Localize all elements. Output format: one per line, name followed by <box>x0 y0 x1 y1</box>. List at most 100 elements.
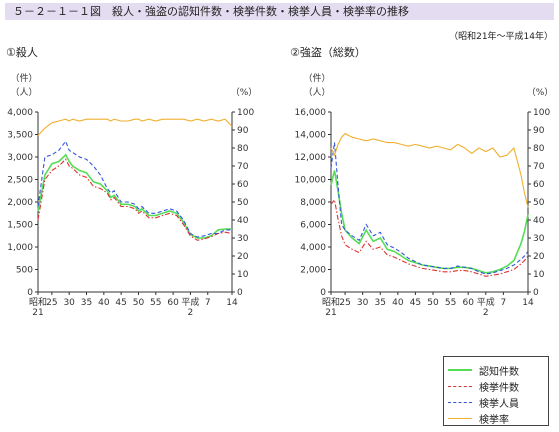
robbery-xtick-label: 7 <box>501 298 507 308</box>
robbery-ytick-right-label: 70 <box>533 162 545 172</box>
period-note: （昭和21年～平成14年） <box>449 32 553 42</box>
robbery-xtick-label: 平成 <box>477 296 495 308</box>
legend-swatch-rate <box>448 417 472 419</box>
robbery-series-rate <box>330 132 529 208</box>
murder-xtick-label: 14 <box>226 298 238 308</box>
murder-unit-left-1: （件） <box>10 72 37 84</box>
robbery-ytick-left-label: 16,000 <box>295 108 327 118</box>
murder-ytick-right-label: 20 <box>237 252 249 262</box>
murder-ytick-left-label: 3,500 <box>7 131 33 141</box>
robbery-ytick-right-label: 30 <box>533 234 545 244</box>
robbery-ytick-left-label: 10,000 <box>295 176 327 186</box>
murder-ytick-right-label: 0 <box>237 288 243 298</box>
murder-xtick-label: 平成 <box>181 296 199 308</box>
robbery-ytick-right-label: 0 <box>533 288 539 298</box>
murder-ytick-right-label: 40 <box>237 216 249 226</box>
robbery-xtick-label: 25 <box>339 298 350 308</box>
murder-xtick-label: 45 <box>115 298 126 308</box>
legend-swatch-recognized <box>448 369 472 371</box>
murder-xtick-label: 40 <box>98 298 110 308</box>
murder-xtick-sublabel: 2 <box>188 308 194 318</box>
chart-title-murder: ①殺人 <box>6 46 38 59</box>
murder-ytick-left-label: 1,500 <box>7 221 33 231</box>
murder-ytick-left-label: 500 <box>16 266 33 276</box>
murder-ytick-left-label: 3,000 <box>7 153 33 163</box>
murder-ytick-right-label: 80 <box>237 144 249 154</box>
murder-xtick-sublabel: 21 <box>32 308 43 318</box>
figure-title: ５－２－１－１図 殺人・強盗の認知件数・検挙件数・検挙人員・検挙率の推移 <box>5 3 554 20</box>
murder-ytick-right-label: 30 <box>237 234 249 244</box>
murder-series-cleared-cases <box>37 158 233 241</box>
robbery-series-arrested <box>330 142 529 275</box>
legend-item-recognized: 認知件数 <box>448 362 548 378</box>
robbery-unit-left-2: （人） <box>303 87 330 98</box>
robbery-ytick-right-label: 60 <box>533 180 545 190</box>
robbery-ytick-right-label: 80 <box>533 144 545 154</box>
robbery-xtick-label: 45 <box>410 298 421 308</box>
robbery-xtick-label: 55 <box>445 298 456 308</box>
legend-label-cleared-cases: 検挙件数 <box>479 382 519 394</box>
legend-label-recognized: 認知件数 <box>479 366 519 378</box>
robbery-xtick-label: 60 <box>462 298 474 308</box>
murder-ytick-right-label: 10 <box>237 270 249 280</box>
legend-item-rate: 検挙率 <box>448 410 548 426</box>
murder-unit-right: （%） <box>231 87 258 98</box>
murder-series-recognized <box>37 153 232 239</box>
robbery-ytick-right-label: 40 <box>533 216 545 226</box>
robbery-series-cleared-cases <box>330 198 529 277</box>
murder-xtick-label: 35 <box>81 298 92 308</box>
robbery-ytick-left-label: 12,000 <box>295 153 327 163</box>
legend-swatch-arrested <box>448 401 472 403</box>
legend-item-arrested: 検挙人員 <box>448 394 548 410</box>
murder-unit-left-2: （人） <box>10 87 37 98</box>
murder-xtick-label: 60 <box>167 298 179 308</box>
murder-ytick-right-label: 70 <box>237 162 249 172</box>
murder-ytick-right-label: 50 <box>237 198 249 208</box>
murder-ytick-left-label: 0 <box>27 288 33 298</box>
murder-xtick-label: 55 <box>150 298 161 308</box>
robbery-ytick-left-label: 4,000 <box>300 243 326 253</box>
robbery-ytick-right-label: 100 <box>533 108 550 118</box>
robbery-ytick-right-label: 50 <box>533 198 545 208</box>
legend: 認知件数 検挙件数 検挙人員 検挙率 <box>443 356 549 426</box>
murder-xtick-label: 昭和 <box>29 297 47 308</box>
chart-title-robbery: ②強盗（総数） <box>290 46 366 59</box>
murder-ytick-left-label: 1,000 <box>7 243 33 253</box>
murder-series-arrested <box>37 140 232 238</box>
robbery-ytick-left-label: 0 <box>320 288 326 298</box>
legend-swatch-cleared-cases <box>448 385 472 387</box>
robbery-ytick-left-label: 8,000 <box>300 198 326 208</box>
murder-ytick-right-label: 90 <box>237 126 249 136</box>
murder-ytick-right-label: 60 <box>237 180 249 190</box>
robbery-ytick-right-label: 20 <box>533 252 545 262</box>
robbery-xtick-label: 30 <box>357 298 369 308</box>
robbery-ytick-left-label: 6,000 <box>300 221 326 231</box>
robbery-xtick-label: 50 <box>427 298 439 308</box>
robbery-xtick-label: 35 <box>375 298 386 308</box>
robbery-xtick-sublabel: 2 <box>483 308 489 318</box>
robbery-unit-left-1: （件） <box>303 72 330 84</box>
murder-xtick-label: 25 <box>46 298 57 308</box>
robbery-ytick-right-label: 90 <box>533 126 545 136</box>
robbery-ytick-left-label: 2,000 <box>300 266 326 276</box>
legend-label-rate: 検挙率 <box>479 414 509 426</box>
murder-ytick-left-label: 4,000 <box>7 108 33 118</box>
robbery-xtick-label: 14 <box>522 298 534 308</box>
murder-series-rate <box>37 118 233 136</box>
murder-ytick-right-label: 100 <box>237 108 254 118</box>
legend-label-arrested: 検挙人員 <box>479 398 519 410</box>
legend-item-cleared-cases: 検挙件数 <box>448 378 548 394</box>
murder-xtick-label: 7 <box>205 298 211 308</box>
robbery-xtick-label: 40 <box>392 298 404 308</box>
murder-xtick-label: 30 <box>63 298 75 308</box>
robbery-series-recognized <box>330 170 529 274</box>
murder-xtick-label: 50 <box>133 298 145 308</box>
murder-ytick-left-label: 2,000 <box>7 198 33 208</box>
robbery-ytick-left-label: 14,000 <box>295 131 327 141</box>
robbery-ytick-right-label: 10 <box>533 270 545 280</box>
robbery-unit-right: （%） <box>527 87 554 98</box>
murder-ytick-left-label: 2,500 <box>7 176 33 186</box>
robbery-xtick-label: 昭和 <box>322 297 340 308</box>
robbery-xtick-sublabel: 21 <box>325 308 336 318</box>
